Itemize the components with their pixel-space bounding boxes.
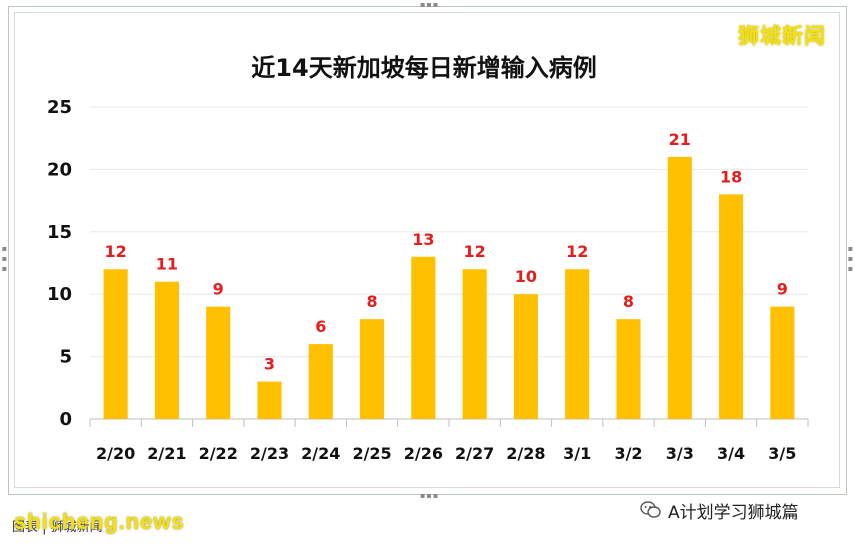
bar xyxy=(206,306,231,419)
x-tick-label: 3/3 xyxy=(666,444,694,463)
bar xyxy=(770,306,795,419)
resize-handle-left[interactable]: ▪▪▪ xyxy=(0,244,9,274)
data-label: 9 xyxy=(777,280,788,299)
bar xyxy=(565,269,590,419)
data-label: 3 xyxy=(264,355,275,374)
x-tick-label: 3/4 xyxy=(717,444,745,463)
data-label: 8 xyxy=(367,292,378,311)
x-tick-label: 3/1 xyxy=(563,444,591,463)
wechat-icon xyxy=(640,500,662,520)
site-watermark: shicheng.news xyxy=(14,509,185,534)
data-label: 18 xyxy=(720,167,742,186)
x-tick-label: 2/22 xyxy=(199,444,238,463)
x-tick-label: 2/24 xyxy=(301,444,340,463)
x-tick-label: 2/27 xyxy=(455,444,494,463)
data-label: 13 xyxy=(412,230,434,249)
account-name: A计划学习狮城篇 xyxy=(668,502,799,523)
data-label: 10 xyxy=(515,267,537,286)
bar xyxy=(154,281,179,419)
data-label: 8 xyxy=(623,292,634,311)
y-tick-label: 25 xyxy=(47,97,72,118)
chart-title: 近14天新加坡每日新增输入病例 xyxy=(251,54,596,82)
bar xyxy=(103,269,128,419)
data-label: 12 xyxy=(566,242,588,261)
bar xyxy=(308,344,333,419)
resize-handle-right[interactable]: ▪▪▪ xyxy=(846,244,855,274)
y-tick-label: 0 xyxy=(59,409,72,430)
x-tick-label: 2/21 xyxy=(147,444,186,463)
brand-watermark: 狮城新闻 xyxy=(738,24,826,48)
bar xyxy=(513,294,538,419)
data-label: 21 xyxy=(669,130,691,149)
bar xyxy=(719,194,744,419)
chart-frame xyxy=(8,6,847,495)
resize-handle-bottom[interactable]: ▪▪▪ xyxy=(420,491,440,500)
resize-handle-top[interactable]: ▪▪▪ xyxy=(420,0,440,9)
data-label: 6 xyxy=(315,317,326,336)
x-tick-label: 2/20 xyxy=(96,444,135,463)
wechat-account: A计划学习狮城篇 xyxy=(640,498,799,523)
bar xyxy=(462,269,487,419)
x-tick-label: 2/25 xyxy=(352,444,391,463)
x-tick-label: 2/26 xyxy=(404,444,443,463)
bar xyxy=(411,256,436,419)
bar xyxy=(360,319,385,419)
y-tick-label: 5 xyxy=(59,347,72,368)
bar xyxy=(667,156,692,420)
x-tick-label: 2/23 xyxy=(250,444,289,463)
bar xyxy=(257,381,282,419)
data-label: 11 xyxy=(156,255,178,274)
y-tick-label: 10 xyxy=(47,284,72,305)
data-label: 9 xyxy=(213,280,224,299)
x-tick-label: 3/2 xyxy=(614,444,642,463)
footer-caption: 图表 | 狮城新闻 xyxy=(12,520,103,535)
y-tick-label: 20 xyxy=(47,159,72,180)
y-tick-label: 15 xyxy=(47,222,72,243)
data-label: 12 xyxy=(464,242,486,261)
x-tick-label: 3/5 xyxy=(768,444,796,463)
data-label: 12 xyxy=(105,242,127,261)
bar xyxy=(616,319,641,419)
x-tick-label: 2/28 xyxy=(506,444,545,463)
